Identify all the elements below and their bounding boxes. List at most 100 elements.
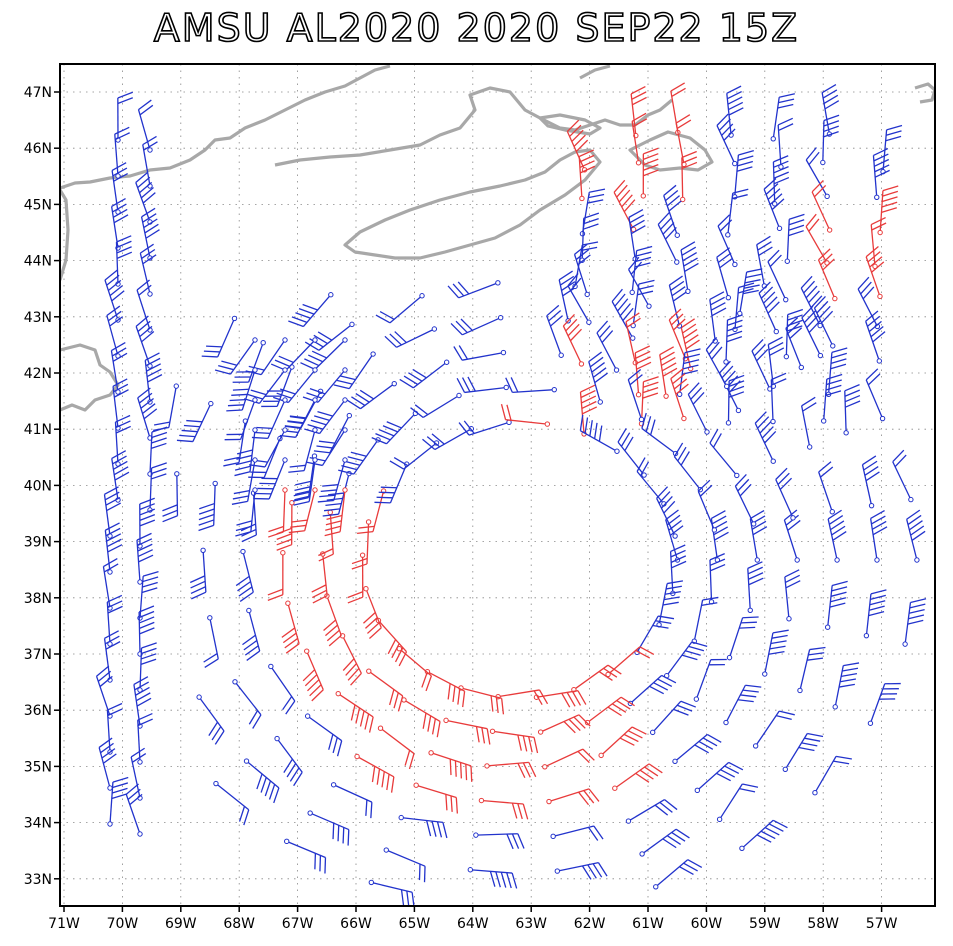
lon-tick-label: 66W bbox=[340, 916, 372, 932]
wind-barb bbox=[98, 737, 117, 791]
wind-barb bbox=[213, 780, 250, 826]
wind-barb bbox=[653, 859, 703, 890]
wind-barb bbox=[95, 665, 113, 719]
wind-barb bbox=[302, 648, 324, 702]
wind-barb bbox=[627, 674, 677, 707]
lat-tick-label: 40N bbox=[24, 478, 52, 494]
wind-barb bbox=[737, 268, 763, 317]
wind-barb bbox=[872, 148, 890, 201]
wind-barb bbox=[137, 605, 155, 657]
lon-tick-label: 58W bbox=[807, 916, 839, 932]
wind-barb bbox=[232, 679, 262, 729]
wind-barb bbox=[243, 367, 288, 404]
wind-barb bbox=[784, 569, 801, 622]
wind-barb bbox=[276, 499, 295, 551]
wind-barbs bbox=[95, 82, 927, 906]
wind-barb bbox=[892, 449, 914, 503]
wind-barb bbox=[870, 216, 887, 270]
wind-barb bbox=[673, 442, 704, 493]
wind-barb bbox=[110, 198, 129, 251]
wind-barb bbox=[142, 135, 158, 189]
wind-barb bbox=[413, 782, 458, 814]
wind-barb bbox=[640, 147, 659, 199]
wind-barb bbox=[383, 847, 426, 883]
wind-barb bbox=[578, 149, 596, 202]
lon-tick-label: 70W bbox=[107, 916, 139, 932]
wind-barb bbox=[304, 397, 348, 435]
wind-barb bbox=[863, 589, 887, 639]
lon-tick-label: 62W bbox=[574, 916, 606, 932]
wind-barb bbox=[274, 735, 303, 787]
wind-barb bbox=[613, 179, 637, 233]
wind-barb bbox=[598, 726, 647, 759]
wind-barb bbox=[567, 273, 592, 325]
wind-barb bbox=[783, 308, 804, 360]
wind-barb bbox=[189, 547, 207, 600]
wind-barb bbox=[669, 544, 687, 597]
wind-barb bbox=[114, 126, 130, 179]
wind-barb bbox=[612, 763, 663, 791]
lon-tick-label: 65W bbox=[399, 916, 431, 932]
lat-tick-label: 36N bbox=[24, 703, 52, 719]
wind-barb bbox=[307, 810, 350, 846]
wind-barb bbox=[139, 243, 157, 297]
wind-barb bbox=[443, 717, 491, 745]
lon-tick-label: 67W bbox=[282, 916, 314, 932]
wind-barb bbox=[115, 91, 134, 143]
wind-barb bbox=[656, 486, 678, 539]
wind-barb bbox=[676, 348, 701, 398]
lon-tick-label: 60W bbox=[691, 916, 723, 932]
wind-barb bbox=[717, 214, 738, 268]
wind-barb bbox=[869, 510, 888, 563]
wind-barb bbox=[820, 114, 840, 166]
wind-barb bbox=[317, 457, 348, 503]
wind-barb bbox=[656, 580, 684, 628]
wind-barb bbox=[820, 373, 843, 424]
wind-barb bbox=[234, 427, 258, 477]
wind-barb bbox=[322, 470, 352, 517]
wind-barb bbox=[680, 241, 699, 295]
lat-tick-label: 42N bbox=[24, 366, 52, 382]
wind-barb bbox=[821, 84, 840, 137]
wind-barb bbox=[865, 245, 885, 300]
wind-barb bbox=[162, 471, 180, 523]
wind-barb bbox=[484, 761, 537, 779]
wind-barb bbox=[203, 615, 219, 669]
wind-barb bbox=[533, 690, 587, 708]
wind-barb bbox=[605, 646, 655, 678]
wind-barb bbox=[144, 352, 163, 405]
wind-barb bbox=[630, 279, 655, 329]
lat-tick-label: 38N bbox=[24, 591, 52, 607]
wind-barb bbox=[401, 697, 441, 738]
wind-barb bbox=[111, 162, 128, 215]
wind-barb bbox=[313, 412, 353, 454]
wind-barb bbox=[542, 748, 595, 770]
wind-barb bbox=[323, 593, 342, 647]
wind-barb bbox=[335, 690, 374, 733]
wind-barb bbox=[346, 380, 397, 410]
wind-barb bbox=[723, 314, 743, 365]
wind-barb bbox=[140, 207, 160, 261]
wind-barb bbox=[374, 461, 410, 504]
wind-barb bbox=[566, 119, 589, 173]
wind-barb bbox=[726, 616, 759, 661]
wind-barb bbox=[805, 147, 830, 200]
wind-barb bbox=[725, 374, 745, 426]
wind-barb bbox=[827, 509, 847, 563]
wind-barb bbox=[489, 728, 539, 754]
wind-barb bbox=[752, 710, 795, 749]
wind-barb bbox=[450, 315, 504, 336]
wind-barb bbox=[324, 487, 348, 537]
wind-barb bbox=[453, 345, 507, 361]
wind-barb bbox=[399, 359, 450, 389]
wind-barb bbox=[196, 694, 225, 745]
wind-barb bbox=[351, 519, 372, 570]
wind-barb bbox=[865, 310, 886, 364]
wind-barb bbox=[375, 617, 408, 667]
wind-barb bbox=[368, 879, 415, 906]
wind-barb bbox=[675, 114, 692, 168]
wind-barb bbox=[104, 269, 125, 323]
wind-barb bbox=[657, 212, 680, 265]
wind-barb bbox=[670, 82, 686, 136]
wind-barb bbox=[338, 437, 381, 475]
